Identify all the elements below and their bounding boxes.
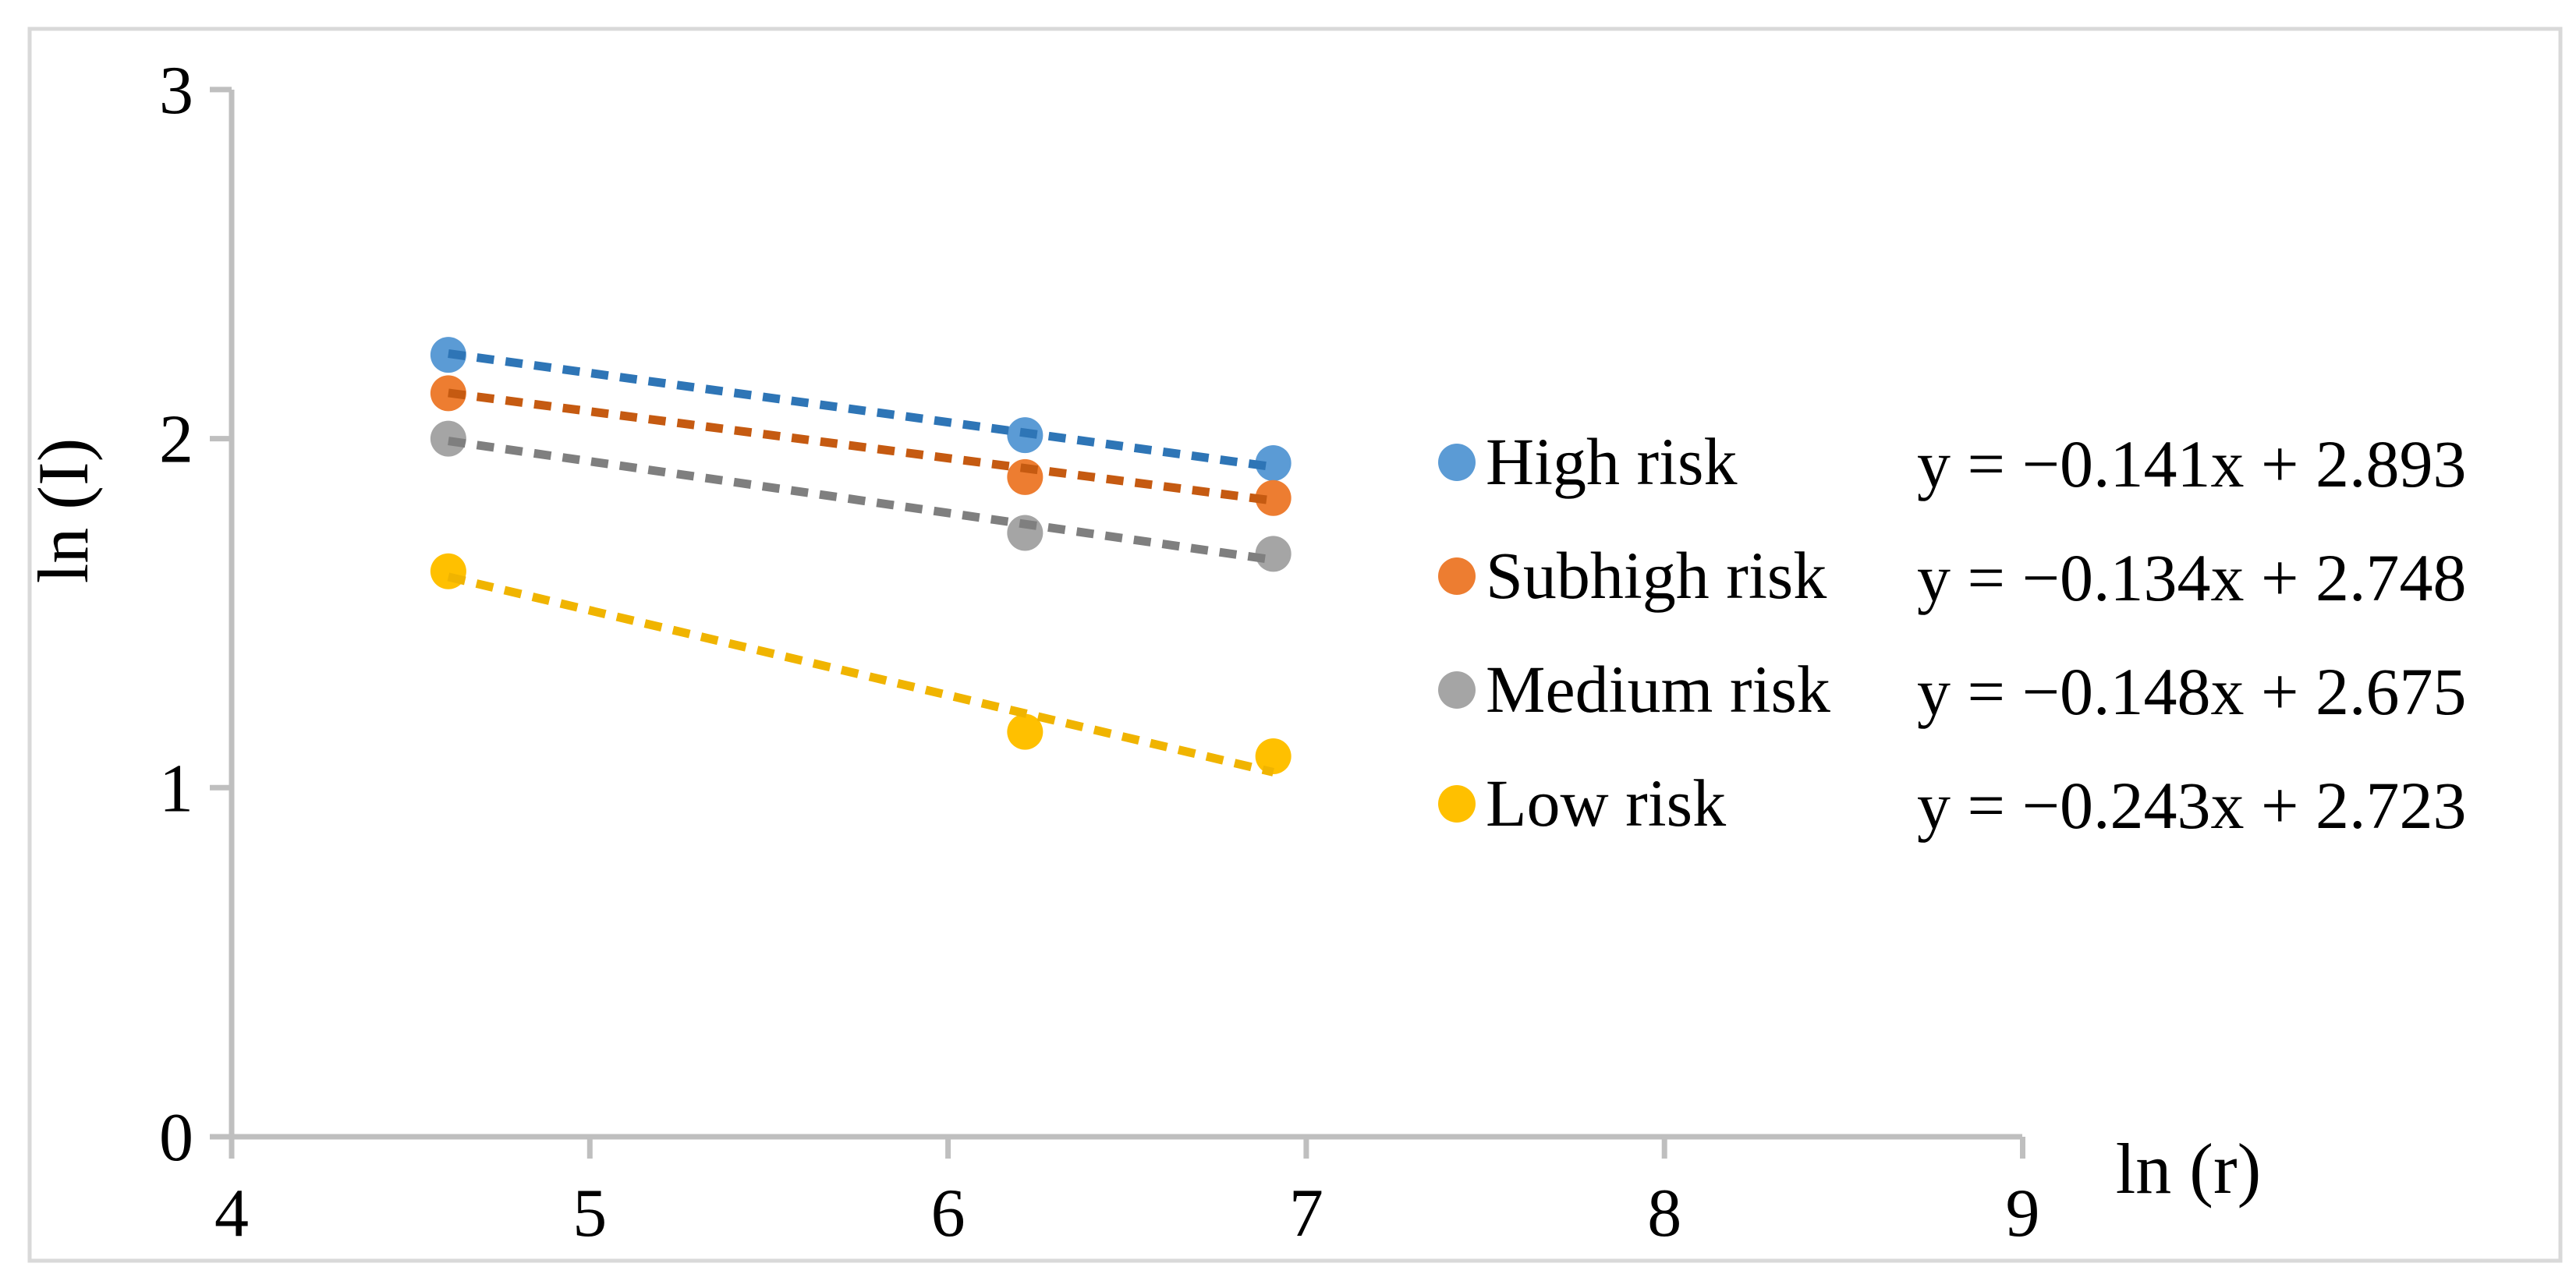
y-tick-label: 0: [159, 1100, 193, 1176]
legend-label-subhigh-risk: Subhigh risk: [1486, 538, 1827, 613]
trend-line: [448, 388, 1274, 505]
legend-marker-subhigh-risk: [1438, 557, 1476, 595]
tick-labels: 4 5 6 7 8 9 0 1 2 3: [159, 53, 2040, 1251]
equation-low-risk: y = −0.243x + 2.723: [1917, 768, 2467, 843]
legend-marker-low-risk: [1438, 785, 1476, 823]
legend-row: Subhigh risk y = −0.134x + 2.748: [1438, 538, 2467, 615]
equation-high-risk: y = −0.141x + 2.893: [1917, 426, 2467, 501]
legend-row: High risk y = −0.141x + 2.893: [1438, 424, 2467, 501]
y-tick-label: 1: [159, 751, 193, 826]
legend-label-medium-risk: Medium risk: [1486, 652, 1830, 727]
y-tick-label: 3: [159, 53, 193, 129]
y-axis-title: ln (I): [23, 438, 103, 583]
legend-row: Medium risk y = −0.148x + 2.675: [1438, 652, 2467, 729]
data-point: [1255, 479, 1292, 516]
data-point: [1007, 713, 1044, 750]
x-tick-label: 5: [572, 1176, 607, 1251]
axes: [210, 87, 2025, 1159]
data-point: [430, 420, 466, 457]
legend-label-low-risk: Low risk: [1486, 766, 1726, 840]
x-tick-label: 9: [2006, 1176, 2040, 1251]
x-axis-title: ln (r): [2116, 1129, 2261, 1208]
figure-border: [27, 27, 2563, 1263]
equation-subhigh-risk: y = −0.134x + 2.748: [1917, 540, 2467, 615]
series-layer: [430, 337, 1292, 777]
trend-line: [447, 572, 1274, 777]
legend-marker-medium-risk: [1438, 671, 1476, 709]
axis-ticks: [210, 87, 2025, 1159]
legend: High risk y = −0.141x + 2.893 Subhigh ri…: [1438, 424, 2467, 843]
x-tick-label: 4: [214, 1176, 249, 1251]
legend-marker-high-risk: [1438, 444, 1476, 481]
equation-medium-risk: y = −0.148x + 2.675: [1917, 654, 2467, 729]
data-point: [1255, 738, 1292, 775]
legend-row: Low risk y = −0.243x + 2.723: [1438, 766, 2467, 843]
trend-line: [448, 437, 1274, 564]
x-tick-label: 8: [1647, 1176, 1681, 1251]
x-tick-label: 7: [1289, 1176, 1323, 1251]
x-tick-label: 6: [931, 1176, 966, 1251]
legend-label-high-risk: High risk: [1486, 424, 1738, 499]
trend-line: [448, 349, 1274, 472]
data-point: [1255, 444, 1292, 481]
y-tick-label: 2: [159, 402, 193, 478]
